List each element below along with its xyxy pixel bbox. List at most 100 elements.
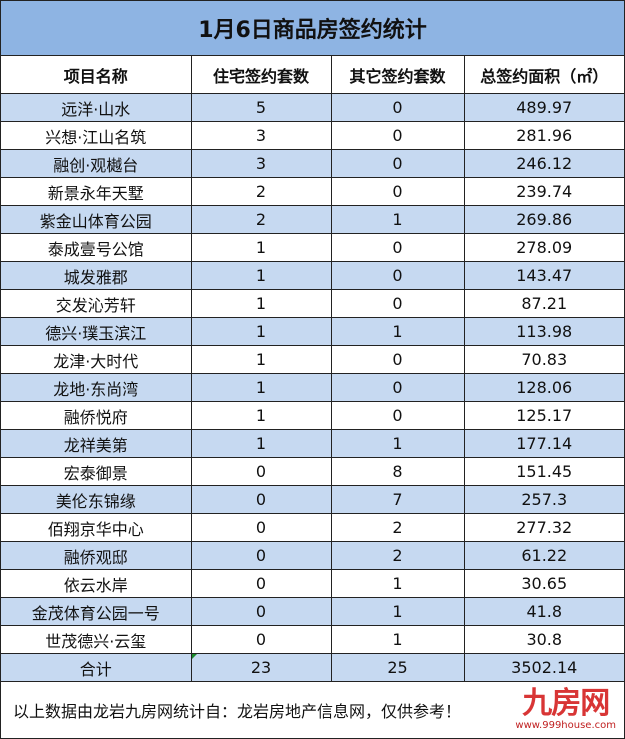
total-row: 合计 23 25 3502.14 [1,653,624,682]
cell-total-area: 278.09 [463,233,624,262]
cell-residential-count: 0 [190,457,332,486]
table-row: 龙津·大时代 1 0 70.83 [1,345,624,374]
cell-project-name: 新景永年天墅 [1,177,192,206]
cell-other-count: 8 [330,457,465,486]
cell-project-name: 兴想·江山名筑 [1,121,192,150]
cell-residential-count: 2 [190,205,332,234]
table-row: 宏泰御景 0 8 151.45 [1,457,624,486]
table-row: 城发雅郡 1 0 143.47 [1,261,624,290]
cell-residential-count: 3 [190,149,332,178]
cell-total-area: 113.98 [463,317,624,346]
total-other: 25 [330,653,465,682]
cell-other-count: 0 [330,261,465,290]
cell-project-name: 美伦东锦缘 [1,485,192,514]
cell-other-count: 1 [330,429,465,458]
table-row: 融创·观樾台 3 0 246.12 [1,149,624,178]
watermark-url: www.999house.com [515,720,616,731]
cell-project-name: 融创·观樾台 [1,149,192,178]
cell-other-count: 0 [330,289,465,318]
cell-project-name: 紫金山体育公园 [1,205,192,234]
cell-other-count: 0 [330,401,465,430]
total-residential: 23 [190,653,332,682]
total-residential-value: 23 [250,658,272,677]
stats-table: 项目名称 住宅签约套数 其它签约套数 总签约面积（㎡） 远洋·山水 5 0 489.9… [1,56,624,682]
watermark-logo: 九房网 www.999house.com [515,688,616,732]
table-row: 龙祥美第 1 1 177.14 [1,429,624,458]
cell-residential-count: 1 [190,429,332,458]
source-note: 以上数据由龙岩九房网统计自：龙岩房地产信息网，仅供参考！ [13,702,462,721]
cell-total-area: 257.3 [463,485,624,514]
cell-residential-count: 1 [190,317,332,346]
cell-project-name: 泰成壹号公馆 [1,233,192,262]
cell-project-name: 德兴·璞玉滨江 [1,317,192,346]
cell-total-area: 143.47 [463,261,624,290]
cell-comment-marker [191,654,197,659]
table-row: 融侨悦府 1 0 125.17 [1,401,624,430]
header-other-count: 其它签约套数 [330,56,465,94]
cell-other-count: 1 [330,625,465,654]
cell-project-name: 依云水岸 [1,569,192,598]
cell-residential-count: 1 [190,289,332,318]
table-row: 依云水岸 0 1 30.65 [1,569,624,598]
cell-other-count: 1 [330,597,465,626]
cell-project-name: 龙津·大时代 [1,345,192,374]
table-row: 龙地·东尚湾 1 0 128.06 [1,373,624,402]
cell-residential-count: 1 [190,345,332,374]
cell-total-area: 87.21 [463,289,624,318]
cell-residential-count: 0 [190,569,332,598]
cell-other-count: 1 [330,317,465,346]
table-row: 交发沁芳轩 1 0 87.21 [1,289,624,318]
cell-other-count: 0 [330,345,465,374]
cell-other-count: 0 [330,93,465,122]
cell-total-area: 489.97 [463,93,624,122]
cell-total-area: 246.12 [463,149,624,178]
cell-residential-count: 3 [190,121,332,150]
table-row: 紫金山体育公园 2 1 269.86 [1,205,624,234]
cell-total-area: 61.22 [463,541,624,570]
total-label: 合计 [1,653,192,682]
watermark-logo-text: 九房网 [522,686,610,721]
cell-other-count: 2 [330,513,465,542]
cell-total-area: 177.14 [463,429,624,458]
cell-total-area: 239.74 [463,177,624,206]
cell-project-name: 交发沁芳轩 [1,289,192,318]
cell-total-area: 125.17 [463,401,624,430]
cell-residential-count: 0 [190,513,332,542]
cell-project-name: 远洋·山水 [1,93,192,122]
cell-project-name: 龙祥美第 [1,429,192,458]
cell-other-count: 0 [330,177,465,206]
cell-project-name: 城发雅郡 [1,261,192,290]
sheet-title: 1月6日商品房签约统计 [1,1,624,56]
cell-total-area: 151.45 [463,457,624,486]
total-area: 3502.14 [463,653,624,682]
cell-total-area: 70.83 [463,345,624,374]
header-row: 项目名称 住宅签约套数 其它签约套数 总签约面积（㎡） [1,56,624,94]
cell-residential-count: 1 [190,233,332,262]
cell-residential-count: 1 [190,261,332,290]
cell-residential-count: 0 [190,597,332,626]
cell-total-area: 277.32 [463,513,624,542]
cell-other-count: 1 [330,205,465,234]
table-row: 佰翔京华中心 0 2 277.32 [1,513,624,542]
cell-total-area: 30.8 [463,625,624,654]
header-project-name: 项目名称 [1,56,192,94]
cell-project-name: 龙地·东尚湾 [1,373,192,402]
cell-total-area: 128.06 [463,373,624,402]
cell-total-area: 30.65 [463,569,624,598]
header-total-area: 总签约面积（㎡） [463,56,624,94]
cell-residential-count: 0 [190,541,332,570]
cell-other-count: 0 [330,121,465,150]
cell-project-name: 世茂德兴·云玺 [1,625,192,654]
cell-residential-count: 2 [190,177,332,206]
cell-residential-count: 5 [190,93,332,122]
cell-project-name: 佰翔京华中心 [1,513,192,542]
cell-project-name: 融侨观邸 [1,541,192,570]
cell-total-area: 41.8 [463,597,624,626]
cell-residential-count: 1 [190,373,332,402]
cell-project-name: 融侨悦府 [1,401,192,430]
table-row: 泰成壹号公馆 1 0 278.09 [1,233,624,262]
footer-row: 以上数据由龙岩九房网统计自：龙岩房地产信息网，仅供参考！ 九房网 www.999… [1,682,624,738]
table-row: 新景永年天墅 2 0 239.74 [1,177,624,206]
cell-residential-count: 0 [190,485,332,514]
